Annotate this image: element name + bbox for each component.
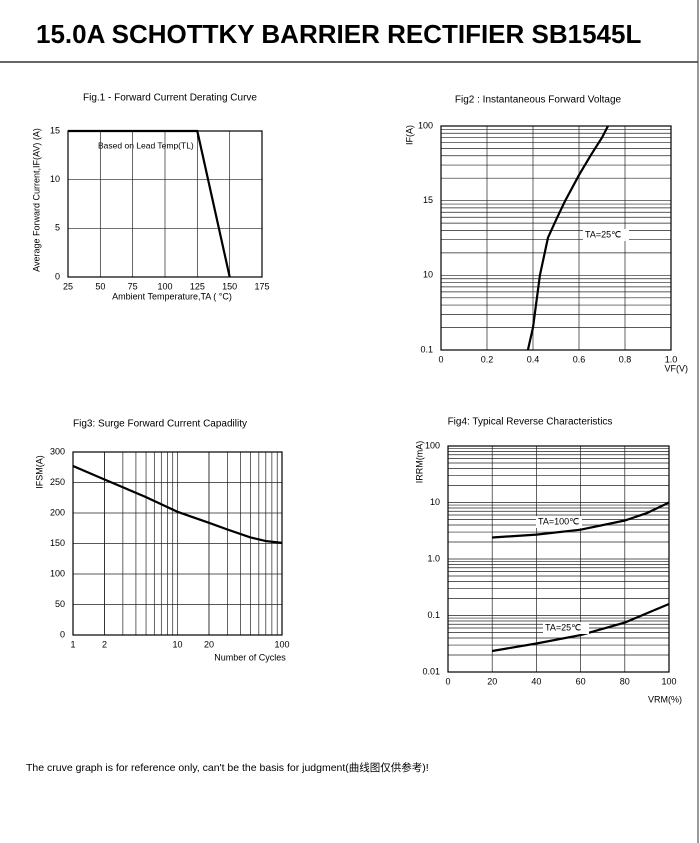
y-tick-label: 0.01 [422,666,440,676]
y-tick-label: 250 [50,477,65,487]
x-tick-label: 1.0 [665,354,678,364]
x-tick-label: 0.4 [527,354,540,364]
curve-label: TA=25℃ [545,622,581,632]
y-tick-label: 100 [50,568,65,578]
y-tick-label: 100 [418,120,433,130]
y-tick-label: 0 [60,629,65,639]
curve [492,501,670,539]
y-axis-label: IFSM(A) [34,455,44,489]
annotation: Based on Lead Temp(TL) [98,140,194,150]
y-tick-label: 150 [50,538,65,548]
curve [72,464,283,544]
curve [492,602,670,653]
y-tick-label: 0.1 [420,344,433,354]
y-tick-label: 10 [430,497,440,507]
chart-title: Fig2 : Instantaneous Forward Voltage [455,95,622,106]
y-tick-label: 15 [423,195,433,205]
y-tick-label: 0 [55,271,60,281]
y-axis-label: IRRM(mA) [414,441,424,484]
chart-title: Fig.1 - Forward Current Derating Curve [83,93,257,104]
page-title: 15.0A SCHOTTKY BARRIER RECTIFIER SB1545L [36,19,641,49]
y-axis-label: Average Forward Current,IF(AV) (A) [31,128,41,272]
x-tick-label: 40 [531,676,541,686]
y-tick-label: 200 [50,507,65,517]
x-tick-label: 100 [274,639,289,649]
y-tick-label: 50 [55,599,65,609]
x-tick-label: 80 [620,676,630,686]
x-tick-label: 0.6 [573,354,586,364]
curve-label: TA=100℃ [538,516,579,526]
x-tick-label: 75 [128,281,138,291]
y-tick-label: 100 [425,440,440,450]
x-tick-label: 125 [190,281,205,291]
chart-title: Fig4: Typical Reverse Characteristics [448,417,613,428]
curve [68,129,231,278]
x-axis-label: Number of Cycles [214,652,286,662]
x-tick-label: 175 [254,281,269,291]
y-tick-label: 10 [423,270,433,280]
x-tick-label: 0.8 [619,354,632,364]
x-tick-label: 10 [172,639,182,649]
curve-label: TA=25℃ [585,229,621,239]
label-bg [536,516,582,528]
y-axis-label: IF(A) [404,125,414,145]
x-tick-label: 20 [204,639,214,649]
x-tick-label: 20 [487,676,497,686]
plot-frame [440,125,672,351]
y-tick-label: 15 [50,125,60,135]
x-axis-label: Ambient Temperature,TA ( °C) [112,291,232,301]
y-tick-label: 0.1 [427,610,440,620]
y-tick-label: 10 [50,174,60,184]
x-tick-label: 25 [63,281,73,291]
plot-frame [447,445,670,673]
label-bg [583,229,629,241]
plot-frame [72,451,283,636]
chart-title: Fig3: Surge Forward Current Capadility [73,419,247,430]
y-tick-label: 1.0 [427,553,440,563]
curve [526,125,609,351]
x-tick-label: 150 [222,281,237,291]
note: The cruve graph is for reference only, c… [26,761,429,774]
x-tick-label: 1 [70,639,75,649]
x-tick-label: 50 [95,281,105,291]
x-tick-label: 2 [102,639,107,649]
x-tick-label: 0.2 [481,354,494,364]
label-bg [543,622,589,634]
x-tick-label: 0 [445,676,450,686]
y-tick-label: 300 [50,446,65,456]
x-axis-label: VRM(%) [648,694,682,704]
x-tick-label: 0 [438,354,443,364]
x-tick-label: 100 [661,676,676,686]
x-tick-label: 60 [576,676,586,686]
x-axis-label: VF(V) [665,363,689,373]
y-tick-label: 5 [55,223,60,233]
x-tick-label: 100 [157,281,172,291]
